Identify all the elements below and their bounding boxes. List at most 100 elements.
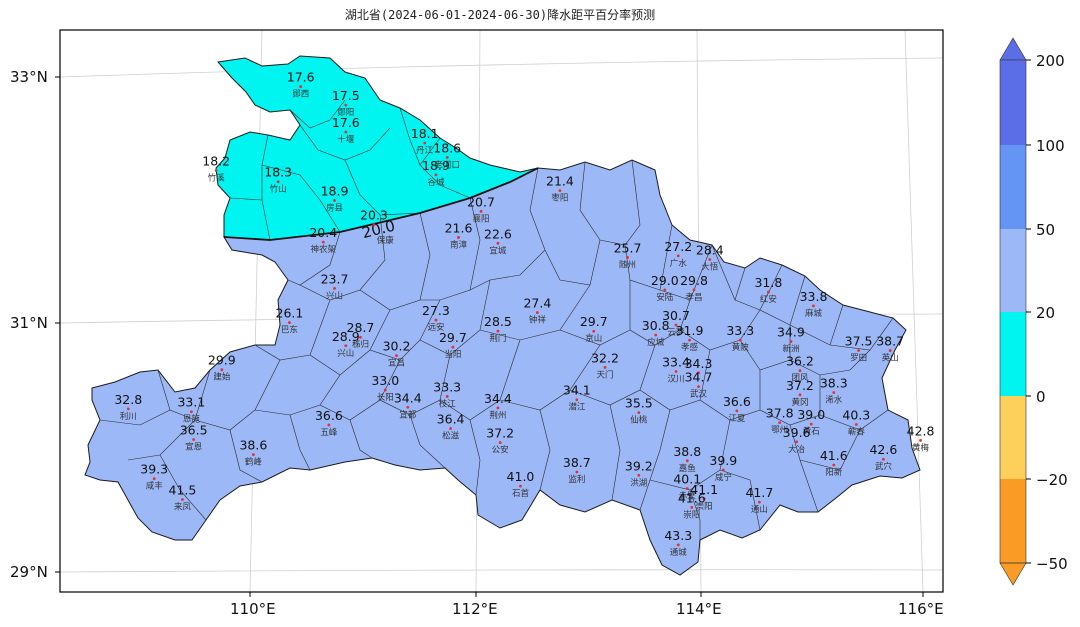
station-value: 29.8 — [680, 273, 708, 288]
station-value: 27.4 — [523, 296, 551, 311]
station-dot — [676, 254, 680, 258]
station-dot — [445, 395, 449, 398]
station-name: 武汉 — [690, 389, 708, 400]
station-name: 黄冈 — [791, 397, 808, 408]
station-name: 武穴 — [875, 461, 893, 472]
station-dot — [359, 335, 362, 339]
station-name: 蕲春 — [848, 426, 866, 437]
station-value: 31.8 — [754, 275, 782, 290]
colorbar: 200 100 50 20 0 −20 −50 — [999, 37, 1068, 586]
station-value: 32.2 — [591, 350, 619, 365]
station-name: 宜都 — [399, 409, 417, 420]
station-dot — [496, 241, 500, 245]
station-dot — [857, 349, 860, 352]
station-value: 30.7 — [662, 308, 690, 323]
station-value: 34.3 — [685, 356, 713, 371]
station-name: 监利 — [568, 474, 585, 485]
station-dot — [674, 370, 678, 373]
station-dot — [798, 369, 802, 373]
lat-label-29: 29°N — [10, 563, 48, 581]
station-name: 随州 — [619, 259, 636, 270]
station-value: 34.9 — [777, 324, 805, 339]
station-dot — [702, 497, 706, 501]
station-value: 33.3 — [433, 379, 461, 394]
station-name: 来凤 — [174, 503, 192, 513]
station-dot — [685, 487, 689, 490]
station-name: 丹江 — [416, 146, 434, 156]
station-dot — [498, 441, 502, 444]
station-name: 长阳 — [377, 392, 394, 403]
station-name: 京山 — [585, 333, 602, 344]
lon-label-114: 114°E — [676, 600, 722, 618]
station-dot — [888, 349, 892, 352]
station-value: 18.9 — [321, 184, 349, 199]
colorbar-tick-0: 0 — [1036, 388, 1046, 406]
latitude-labels: 33°N 31°N 29°N — [10, 68, 48, 581]
station-name: 当阳 — [444, 349, 461, 360]
station-value: 28.4 — [696, 242, 724, 257]
station-name: 黄梅 — [912, 442, 930, 453]
station-name: 团风 — [791, 374, 809, 384]
station-dot — [654, 333, 658, 337]
station-name: 石首 — [512, 488, 530, 499]
colorbar-bin-50-100 — [1000, 145, 1026, 229]
station-value: 34.4 — [484, 391, 512, 406]
station-value: 33.3 — [726, 323, 754, 338]
station-dot — [676, 543, 680, 547]
station-value: 18.6 — [433, 140, 461, 155]
station-name: 保康 — [377, 235, 395, 246]
station-name: 五峰 — [320, 427, 338, 438]
station-value: 37.5 — [845, 334, 873, 349]
station-dot — [919, 439, 922, 442]
station-dot — [220, 368, 224, 372]
station-name: 钟祥 — [529, 315, 547, 326]
station-dot — [344, 130, 348, 134]
station-dot — [251, 453, 255, 457]
station-value: 33.4 — [662, 354, 690, 369]
station-dot — [192, 438, 196, 441]
station-value: 33.1 — [177, 395, 205, 410]
station-dot — [276, 180, 280, 184]
station-dot — [152, 477, 156, 481]
station-dot — [344, 344, 348, 348]
colorbar-tick-200: 200 — [1036, 52, 1065, 70]
station-value: 18.9 — [422, 158, 450, 173]
station-name: 宣恩 — [185, 441, 203, 452]
map-frame — [59, 29, 944, 593]
station-value: 36.4 — [437, 412, 465, 427]
station-dot — [832, 391, 836, 394]
contour-line-20 — [223, 167, 539, 241]
station-value: 39.6 — [783, 425, 811, 440]
colorbar-bin-20-50 — [1000, 229, 1026, 312]
region-below-20 — [215, 55, 539, 241]
station-name: 巴东 — [281, 325, 298, 336]
station-name: 大悟 — [701, 261, 719, 272]
station-value: 29.7 — [580, 314, 608, 329]
station-dot — [406, 405, 410, 409]
station-dot — [288, 321, 291, 324]
station-dot — [758, 500, 761, 504]
station-value: 21.6 — [445, 220, 473, 235]
station-name: 崇阳 — [696, 502, 713, 512]
station-name: 罗田 — [850, 354, 867, 364]
station-value: 30.2 — [383, 339, 411, 354]
station-value: 41.1 — [690, 482, 718, 497]
station-dot — [434, 318, 438, 322]
station-name: 枝江 — [439, 398, 457, 409]
station-dot — [697, 371, 700, 375]
station-value: 17.6 — [332, 115, 360, 130]
station-dot — [738, 338, 742, 342]
station-value: 36.2 — [786, 354, 814, 369]
station-dot — [445, 156, 449, 159]
station-dot — [496, 406, 500, 410]
station-value: 29.9 — [208, 353, 236, 368]
station-dot — [812, 304, 815, 308]
station-value: 31.9 — [676, 323, 704, 338]
station-name: 英山 — [882, 353, 899, 364]
station-name: 云梦 — [667, 328, 685, 338]
lon-label-110: 110°E — [230, 600, 276, 618]
station-name: 兴山 — [326, 290, 343, 301]
station-name: 建始 — [213, 372, 231, 383]
